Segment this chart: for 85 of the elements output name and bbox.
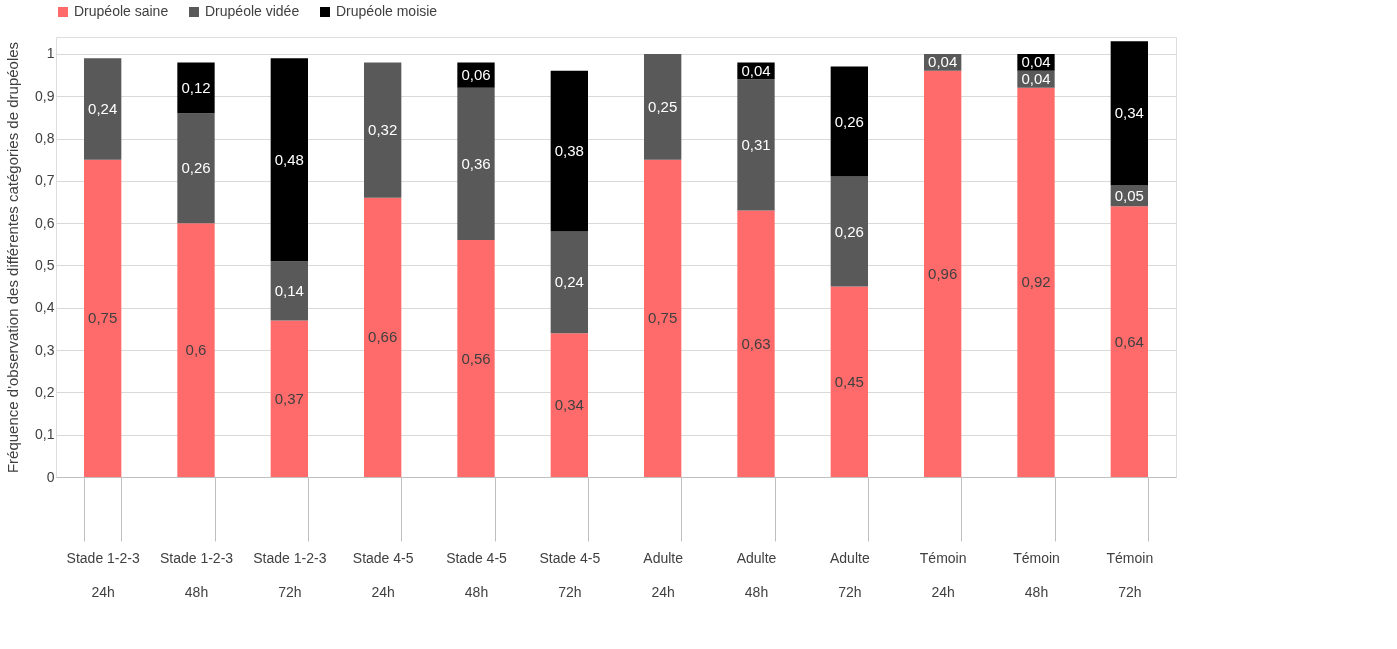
legend-label: Drupéole saine [74,3,169,19]
category-label: Stade 1-2-3 48h [159,549,234,600]
data-label: 0,26 [181,159,211,177]
category-label: Adulte 24h [643,549,684,600]
bar [457,87,495,241]
bar [270,320,308,477]
bar [457,240,495,477]
y-tick-label: 0,2 [35,383,55,400]
bar [924,70,962,477]
data-label: 0,04 [741,61,771,79]
bar [177,62,215,114]
data-label: 0,96 [928,264,958,282]
bar [177,223,215,477]
data-label: 0,56 [461,349,491,367]
data-label: 0,04 [1021,70,1051,88]
category-label: Témoin 72h [1106,549,1154,600]
category-label: Adulte 72h [829,549,870,600]
category-label: Stade 4-5 72h [539,549,601,600]
data-label: 0,45 [834,372,864,390]
category-label: Stade 1-2-3 24h [66,549,140,600]
legend-label: Drupéole moisie [336,3,438,19]
bar [364,62,402,198]
bar [644,159,682,477]
data-label: 0,32 [368,121,398,139]
bar [1110,41,1148,186]
bar [830,176,868,287]
bar [644,53,682,160]
data-label: 0,12 [181,78,211,96]
data-label: 0,48 [274,150,304,168]
category-label: Stade 1-2-3 72h [253,549,327,600]
data-label: 0,04 [1021,53,1051,71]
bar [270,261,308,321]
bar [177,113,215,224]
data-label: 0,37 [274,389,304,407]
bar [737,210,775,477]
data-label: 0,63 [741,334,771,352]
y-tick-label: 0,4 [35,299,55,316]
data-label: 0,66 [368,328,398,346]
data-label: 0,36 [461,154,491,172]
bar [550,231,588,334]
bar [737,79,775,211]
data-label: 0,34 [554,396,584,414]
data-label: 0,24 [88,99,118,117]
y-tick-label: 0 [46,468,55,485]
y-tick-label: 0,9 [35,87,55,104]
y-tick-label: 0,3 [35,341,55,358]
data-label: 0,26 [834,222,864,240]
data-label: 0,05 [1114,186,1144,204]
data-label: 0,64 [1114,332,1144,350]
legend-label: Drupéole vidée [205,3,300,19]
y-tick-label: 0,6 [35,214,55,231]
bar [830,66,868,177]
data-label: 0,14 [274,281,304,299]
data-label: 0,06 [461,66,491,84]
data-label: 0,75 [88,309,118,327]
bar [84,159,122,477]
bar [830,286,868,477]
y-tick-label: 0,5 [35,256,55,273]
category-label: Témoin 24h [919,549,967,600]
data-label: 0,75 [648,309,678,327]
bar [1110,206,1148,477]
bar [84,58,122,160]
category-label: Adulte 48h [736,549,777,600]
data-label: 0,92 [1021,273,1051,291]
data-label: 0,31 [741,135,771,153]
y-tick-label: 0,7 [35,172,55,189]
category-label: Stade 4-5 24h [352,549,414,600]
bar [550,333,588,477]
data-label: 0,6 [185,341,207,359]
bar [1017,87,1055,477]
y-tick-label: 0,8 [35,130,55,147]
y-axis-title: Fréquence d'observation des différentes catégories de drupéoles [4,41,22,474]
bar [270,58,308,262]
data-label: 0,38 [554,142,584,160]
data-label: 0,25 [648,97,678,115]
data-label: 0,24 [554,273,584,291]
data-label: 0,04 [928,53,958,71]
category-label: Témoin 48h [1013,549,1060,600]
data-label: 0,34 [1114,104,1144,122]
bar [550,70,588,232]
y-tick-label: 0,1 [35,426,55,443]
y-tick-label: 1 [46,45,55,62]
data-label: 0,26 [834,112,864,130]
bar [364,197,402,477]
category-label: Stade 4-5 48h [446,549,507,600]
